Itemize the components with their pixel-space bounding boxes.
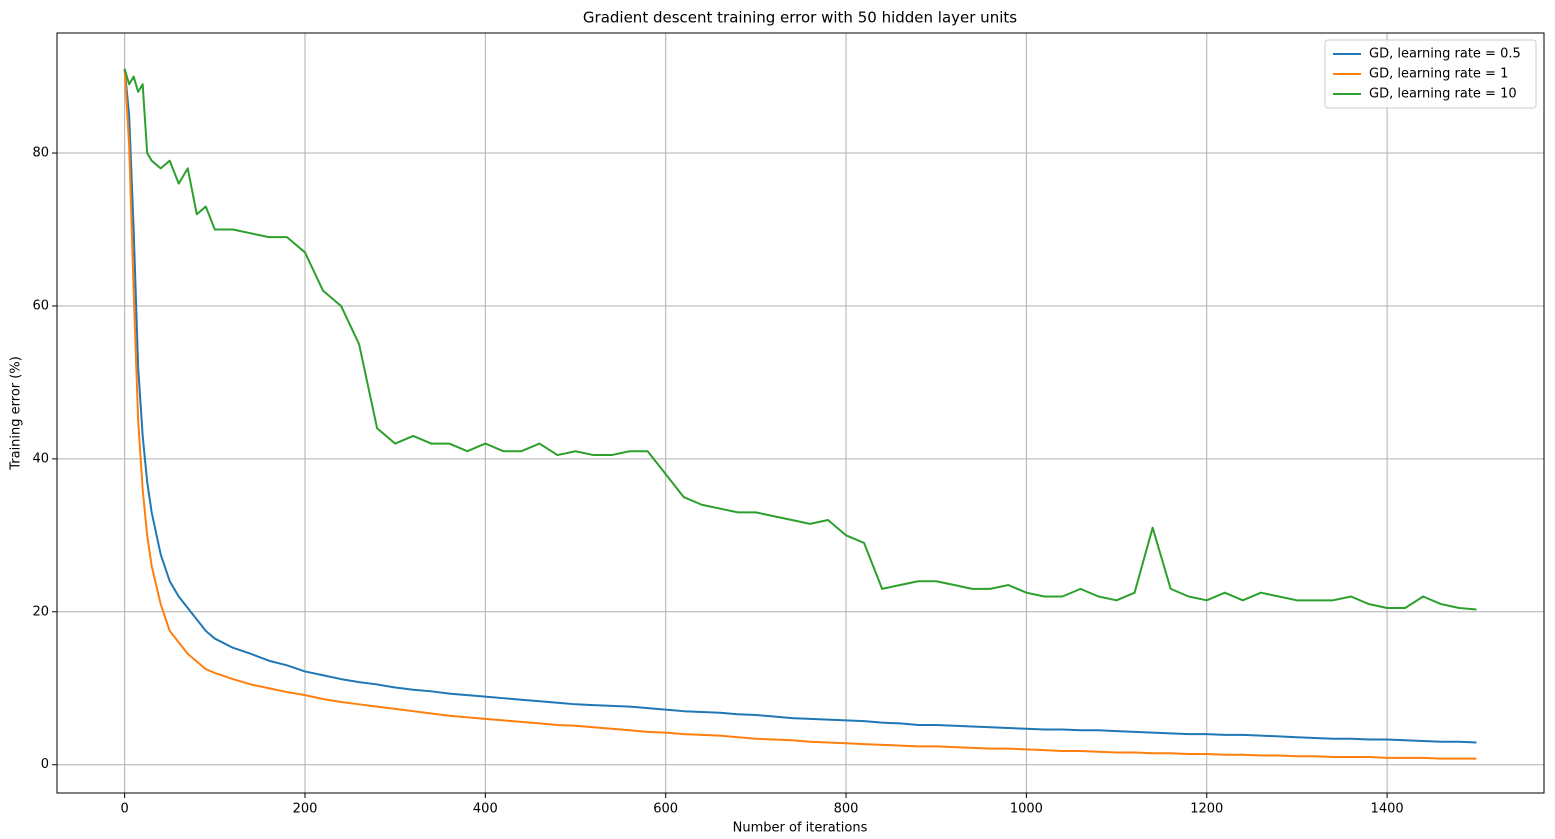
series-line: [123, 68, 1477, 760]
x-tick-label: 1200: [1190, 802, 1223, 817]
x-tick-label: 200: [293, 802, 318, 817]
chart-title: Gradient descent training error with 50 …: [583, 9, 1017, 27]
x-tick-label: 400: [473, 802, 498, 817]
plot-frame: [56, 32, 1545, 794]
y-tick-label: 20: [32, 604, 49, 619]
y-tick-label: 60: [32, 298, 49, 313]
series-line: [123, 68, 1477, 744]
legend-label: GD, learning rate = 1: [1369, 67, 1508, 82]
legend-label: GD, learning rate = 0.5: [1369, 47, 1521, 62]
legend-box: [1324, 39, 1537, 109]
y-axis-label: Training error (%): [9, 356, 24, 471]
x-tick-label: 800: [834, 802, 859, 817]
y-tick-label: 80: [32, 146, 49, 161]
x-tick-label: 600: [653, 802, 678, 817]
legend-label: GD, learning rate = 10: [1369, 87, 1517, 102]
x-tick-label: 1000: [1010, 802, 1043, 817]
x-tick-label: 0: [120, 802, 128, 817]
y-tick-label: 40: [32, 451, 49, 466]
x-tick-label: 1400: [1371, 802, 1404, 817]
y-tick-label: 0: [41, 757, 49, 772]
series-line: [123, 68, 1477, 611]
x-axis-label: Number of iterations: [733, 821, 868, 836]
